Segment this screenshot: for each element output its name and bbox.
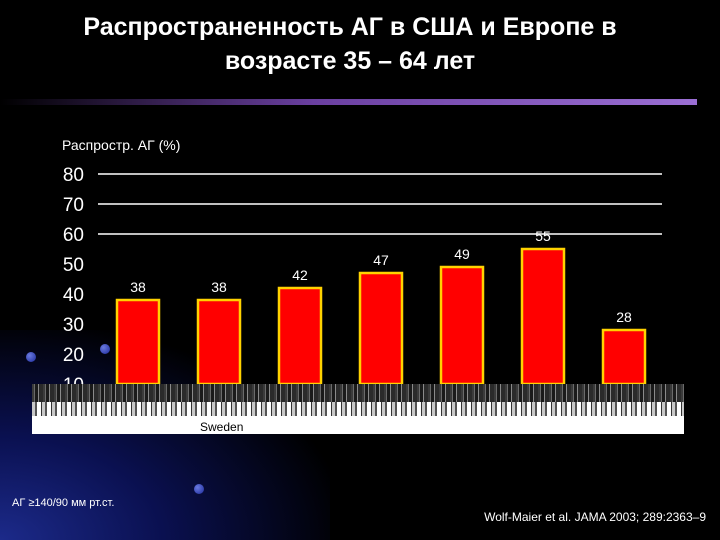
title-divider — [0, 99, 697, 105]
bar-5 — [439, 265, 485, 386]
bar-value-label-6: 55 — [535, 228, 551, 244]
footnote: АГ ≥140/90 мм рт.ст. — [12, 497, 115, 509]
y-tick-label: 80 — [63, 165, 84, 186]
bar-value-label-3: 42 — [292, 267, 308, 283]
bar-value-label-1: 38 — [130, 279, 146, 295]
y-tick-label: 40 — [63, 285, 84, 306]
slide-title: Распространенность АГ в США и Европе в в… — [20, 10, 680, 78]
bar-1 — [115, 298, 161, 386]
category-strip-texture — [32, 402, 684, 416]
bar-3 — [277, 286, 323, 386]
category-label-sweden: Sweden — [200, 420, 244, 434]
bar-6 — [520, 247, 566, 386]
y-axis-label: Распростр. АГ (%) — [62, 137, 181, 153]
category-axis-strip — [32, 384, 684, 434]
bar-7 — [601, 328, 647, 386]
bar-value-label-7: 28 — [616, 309, 632, 325]
y-tick-label: 70 — [63, 195, 84, 216]
category-strip-band — [32, 416, 684, 434]
bar-value-label-2: 38 — [211, 279, 227, 295]
data-labels: 38 38 42 47 49 55 28 — [130, 228, 632, 325]
bar-2 — [196, 298, 242, 386]
y-tick-label: 60 — [63, 225, 84, 246]
bar-value-label-4: 47 — [373, 252, 389, 268]
gridlines — [98, 173, 662, 235]
slide-title-line-1: Распространенность АГ в США и Европе в — [83, 13, 617, 41]
y-tick-label: 50 — [63, 255, 84, 276]
y-tick-label: 20 — [63, 345, 84, 366]
bars — [115, 247, 647, 386]
bar-4 — [358, 271, 404, 386]
bar-value-label-5: 49 — [454, 246, 470, 262]
decor-dot — [26, 352, 36, 362]
y-ticks: 1020304050607080 — [63, 165, 84, 396]
slide-title-line-2: возрасте 35 – 64 лет — [224, 47, 476, 75]
decor-dot — [100, 344, 110, 354]
decor-dot — [194, 484, 204, 494]
background-glow — [0, 330, 330, 540]
source-citation: Wolf-Maier et al. JAMA 2003; 289:2363–9 — [484, 510, 706, 524]
y-tick-label: 30 — [63, 315, 84, 336]
